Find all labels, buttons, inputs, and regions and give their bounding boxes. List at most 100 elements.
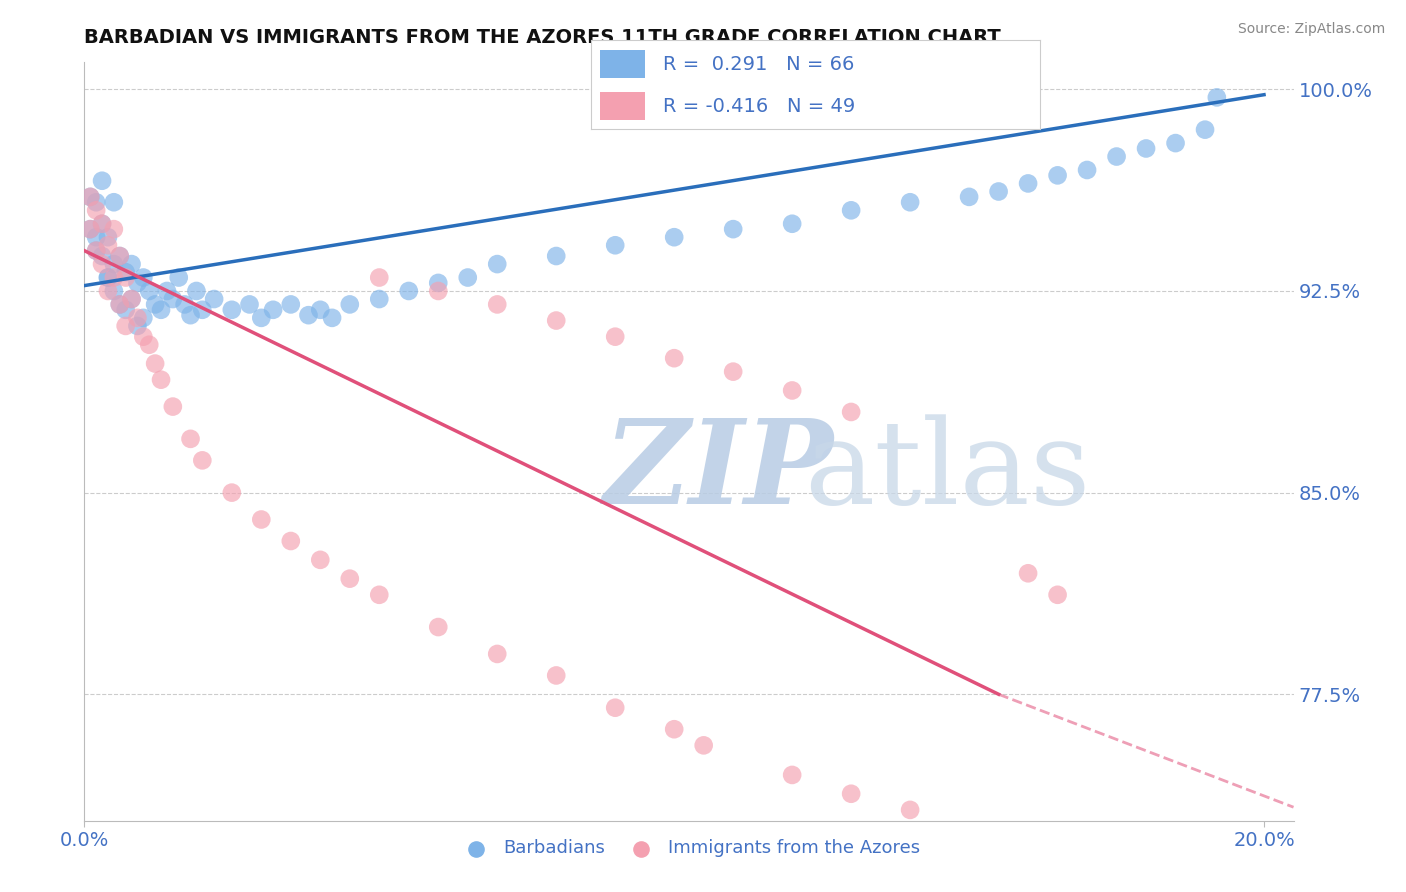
Point <box>280 534 302 549</box>
Point <box>127 310 149 325</box>
Point <box>546 668 568 682</box>
Point <box>1046 588 1069 602</box>
Bar <box>599 50 644 78</box>
Point <box>368 270 391 285</box>
Point <box>957 190 980 204</box>
Point <box>898 803 921 817</box>
Point <box>180 432 202 446</box>
Point <box>91 249 114 263</box>
Legend: Barbadians, Immigrants from the Azores: Barbadians, Immigrants from the Azores <box>450 832 928 864</box>
Text: ZIP: ZIP <box>605 415 834 529</box>
Point <box>108 249 131 263</box>
Point <box>103 257 125 271</box>
Text: BARBADIAN VS IMMIGRANTS FROM THE AZORES 11TH GRADE CORRELATION CHART: BARBADIAN VS IMMIGRANTS FROM THE AZORES … <box>84 28 1001 47</box>
Point <box>156 284 179 298</box>
Point <box>97 238 120 252</box>
Point <box>605 700 627 714</box>
Point <box>162 292 184 306</box>
Point <box>103 270 125 285</box>
Point <box>186 284 208 298</box>
Point <box>121 292 143 306</box>
Point <box>84 203 107 218</box>
Point <box>368 292 391 306</box>
Point <box>309 553 332 567</box>
Point <box>780 768 803 782</box>
Point <box>114 302 136 317</box>
Point <box>1076 163 1098 178</box>
Point <box>103 195 125 210</box>
Point <box>427 276 450 290</box>
Point <box>297 308 319 322</box>
Point <box>97 270 120 285</box>
Text: R = -0.416   N = 49: R = -0.416 N = 49 <box>662 96 855 116</box>
Point <box>250 512 273 526</box>
Point <box>79 190 101 204</box>
Point <box>180 308 202 322</box>
Point <box>250 310 273 325</box>
Point <box>138 284 160 298</box>
Point <box>839 203 862 218</box>
Bar <box>599 92 644 120</box>
Point <box>150 302 173 317</box>
Point <box>91 217 114 231</box>
Point <box>121 257 143 271</box>
Point <box>664 351 686 366</box>
Point <box>84 244 107 258</box>
Text: atlas: atlas <box>804 415 1090 529</box>
Point <box>898 195 921 210</box>
Point <box>339 572 361 586</box>
Point <box>1194 122 1216 136</box>
Point <box>221 302 243 317</box>
Point <box>103 284 125 298</box>
Point <box>79 222 101 236</box>
Point <box>108 249 131 263</box>
Point <box>780 217 803 231</box>
Point <box>987 185 1010 199</box>
Point <box>97 230 120 244</box>
Point <box>127 276 149 290</box>
Point <box>457 270 479 285</box>
Point <box>427 284 450 298</box>
Point <box>546 249 568 263</box>
Point <box>97 270 120 285</box>
Point <box>84 195 107 210</box>
Point <box>368 588 391 602</box>
Point <box>262 302 284 317</box>
Point <box>162 400 184 414</box>
Point <box>664 230 686 244</box>
Point <box>167 270 190 285</box>
Point <box>91 217 114 231</box>
Point <box>1105 149 1128 163</box>
Point <box>103 222 125 236</box>
Point <box>84 244 107 258</box>
Point <box>1205 90 1227 104</box>
Point <box>486 257 509 271</box>
Point <box>486 647 509 661</box>
Point <box>1164 136 1187 150</box>
Point <box>839 405 862 419</box>
Point <box>1046 169 1069 183</box>
Point <box>91 174 114 188</box>
Point <box>605 329 627 343</box>
Point <box>79 222 101 236</box>
Point <box>721 365 744 379</box>
Point <box>1017 566 1039 581</box>
Point <box>202 292 225 306</box>
Point <box>150 373 173 387</box>
Point <box>114 270 136 285</box>
Point <box>721 222 744 236</box>
Point <box>127 318 149 333</box>
Point <box>143 357 166 371</box>
Point <box>221 485 243 500</box>
Point <box>780 384 803 398</box>
Point <box>321 310 343 325</box>
Point <box>605 238 627 252</box>
Point <box>84 230 107 244</box>
Point <box>114 265 136 279</box>
Point <box>546 313 568 327</box>
Point <box>191 453 214 467</box>
Point <box>108 297 131 311</box>
Point <box>132 329 155 343</box>
Point <box>173 297 195 311</box>
Point <box>486 297 509 311</box>
